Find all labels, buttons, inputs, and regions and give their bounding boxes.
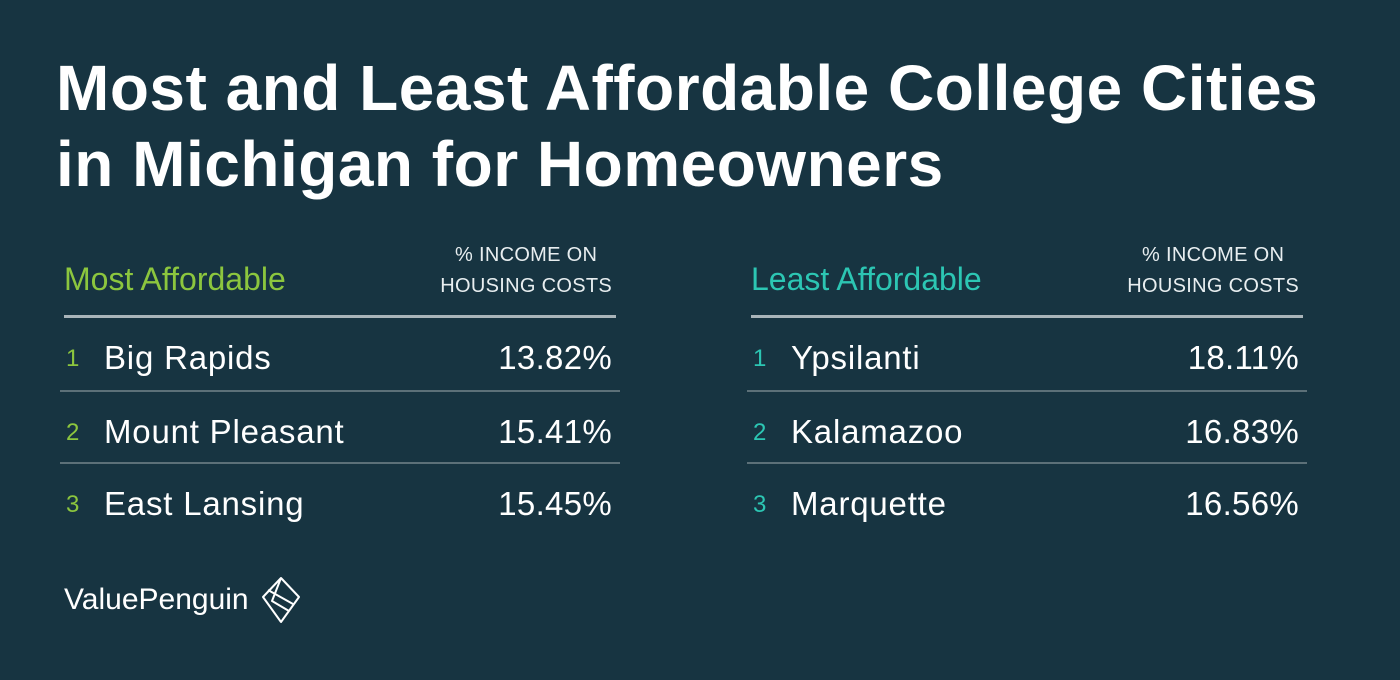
city-name: Marquette [791,485,947,522]
column-header-line1: % INCOME ON [455,244,598,266]
city-name: Big Rapids [104,339,272,376]
column-header: % INCOME ON HOUSING COSTS [1127,240,1299,302]
column-header-line2: HOUSING COSTS [1127,275,1299,297]
housing-cost-percent: 16.56% [1185,485,1299,522]
brand-name: ValuePenguin [64,583,249,616]
table-body: 1 Ypsilanti 18.11% 2 Kalamazoo 16.83% 3 … [747,318,1307,534]
housing-cost-percent: 15.45% [498,485,612,522]
table-row: 1 Big Rapids 13.82% [60,318,620,390]
rank-number: 2 [753,419,767,446]
page-title: Most and Least Affordable College Cities… [56,52,1319,200]
column-header-line2: HOUSING COSTS [440,275,612,297]
housing-cost-percent: 13.82% [498,339,612,376]
table-row: 3 Marquette 16.56% [747,462,1307,534]
city-name: Kalamazoo [791,413,964,450]
header-divider [751,315,1303,318]
city-name: East Lansing [104,485,305,522]
housing-cost-percent: 16.83% [1185,413,1299,450]
column-header-line1: % INCOME ON [1142,244,1285,266]
column-header: % INCOME ON HOUSING COSTS [440,240,612,302]
table-row: 3 East Lansing 15.45% [60,462,620,534]
brand-logo: ValuePenguin [64,572,305,628]
city-name: Mount Pleasant [104,413,345,450]
section-title: Most Affordable [64,261,286,297]
table-header: Most Affordable % INCOME ON HOUSING COST… [60,240,620,318]
rank-number: 1 [753,345,767,372]
rank-number: 1 [66,345,80,372]
rank-number: 3 [66,491,80,518]
city-name: Ypsilanti [791,339,921,376]
section-title: Least Affordable [751,261,982,297]
most-affordable-table: Most Affordable % INCOME ON HOUSING COST… [60,240,620,532]
table-body: 1 Big Rapids 13.82% 2 Mount Pleasant 15.… [60,318,620,534]
least-affordable-table: Least Affordable % INCOME ON HOUSING COS… [747,240,1307,532]
header-divider [64,315,616,318]
rank-number: 2 [66,419,80,446]
table-row: 2 Mount Pleasant 15.41% [60,390,620,462]
rank-number: 3 [753,491,767,518]
table-row: 2 Kalamazoo 16.83% [747,390,1307,462]
valuepenguin-logo-icon [261,577,300,623]
housing-cost-percent: 18.11% [1187,339,1299,376]
housing-cost-percent: 15.41% [498,413,612,450]
table-header: Least Affordable % INCOME ON HOUSING COS… [747,240,1307,318]
table-row: 1 Ypsilanti 18.11% [747,318,1307,390]
